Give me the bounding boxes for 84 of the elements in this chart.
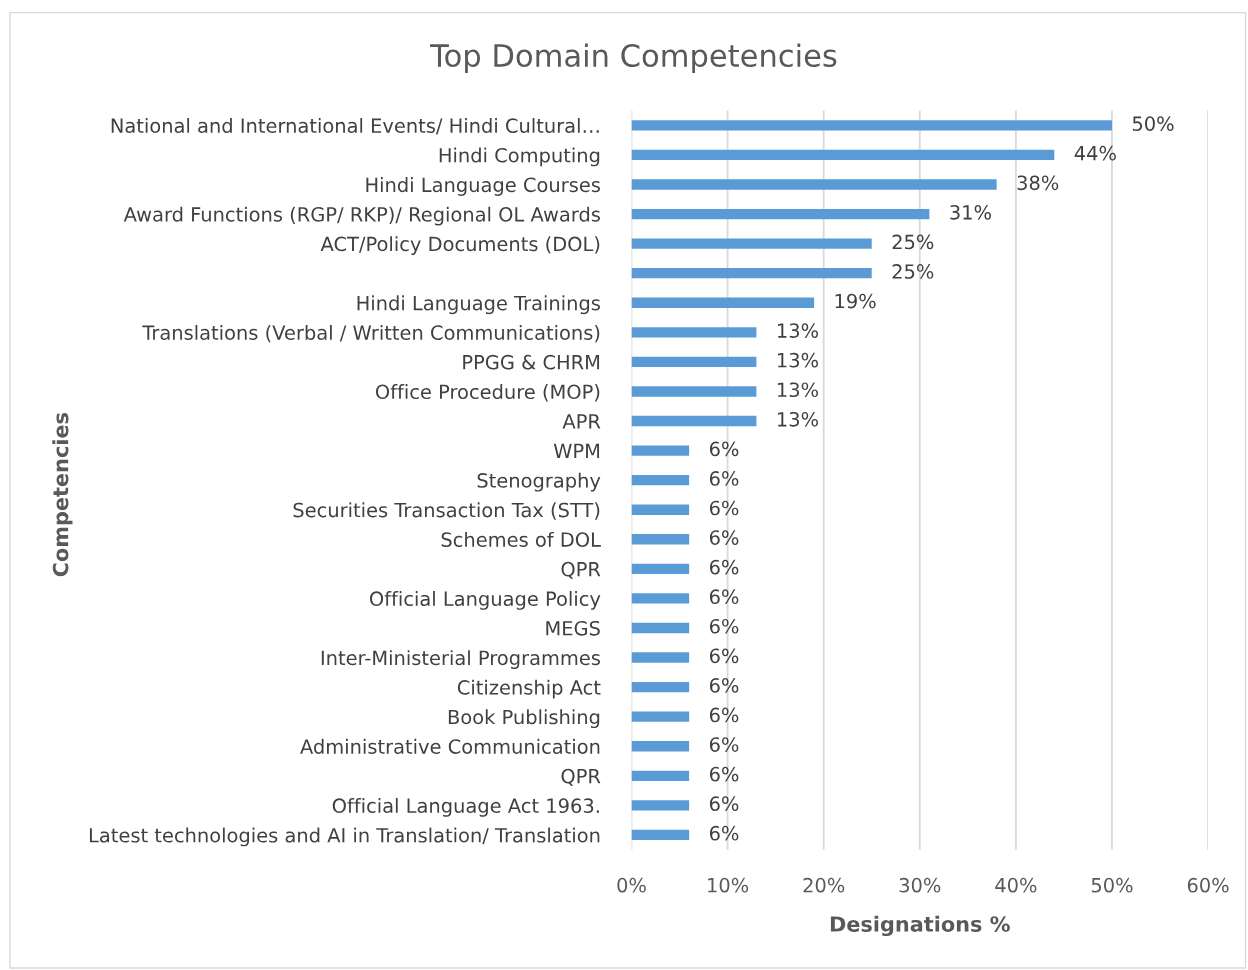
data-label: 6% [709,471,739,486]
data-label: 6% [709,441,739,457]
y-tick-label: Hindi Language Courses [366,177,600,196]
bar [631,208,930,220]
y-tick-label: Hindi Language Trainings [357,295,600,315]
data-label: 13% [777,411,818,427]
data-label: 50% [1132,116,1174,131]
bar [631,386,757,397]
bar [631,504,690,515]
bar [631,238,872,249]
bar [631,149,1055,161]
x-tick-label: 0% [617,877,646,893]
bar [631,681,690,693]
bar [631,741,690,752]
y-tick-label: Securities Transaction Tax (STT) [293,502,600,520]
y-tick-label: Office Procedure (MOP) [375,384,600,402]
bar [631,415,757,427]
data-label: 31% [950,204,991,220]
bar [631,268,872,279]
bar [631,622,690,634]
data-label: 6% [709,678,739,693]
bar [631,770,690,781]
y-tick-label: Stenography [477,472,601,492]
bar [631,829,690,841]
bar [631,474,690,486]
x-tick-label: 50% [1091,877,1133,893]
data-label: 6% [709,559,739,575]
y-tick-label: Official Language Policy [369,591,601,610]
data-label: 6% [709,589,739,605]
y-tick-label: WPM [553,443,600,458]
data-label: 13% [777,382,818,398]
data-label: 6% [709,737,739,752]
x-tick-label: 30% [899,877,941,893]
y-tick-label: National and International Events/ Hindi Cultural… [111,117,599,135]
y-tick-label: MEGS [546,620,600,636]
y-tick-label: QPR [561,768,601,786]
y-tick-label: Latest technologies and AI in Translation/ Translation [89,827,600,847]
y-tick-label: Award Functions (RGP/ RKP)/ Regional OL Awards [123,206,600,226]
x-tick-label: 60% [1187,877,1229,893]
bar [631,179,997,190]
data-label: 6% [709,618,739,634]
y-axis-title: Competencies [52,413,73,577]
data-label: 6% [709,766,739,782]
y-tick-label: Schemes of DOL [441,531,601,547]
data-label: 6% [709,796,739,812]
bar [631,711,690,722]
bar [631,120,1112,131]
data-label: 25% [892,264,934,279]
x-tick-label: 10% [708,877,749,893]
y-tick-label: PPGG & CHRM [463,354,600,370]
y-tick-label: Inter-Ministerial Programmes [321,650,600,669]
data-label: 13% [777,352,818,368]
data-label: 6% [709,825,739,841]
bar [631,563,690,575]
y-tick-label: APR [562,414,601,429]
bar [631,327,757,338]
data-label: 19% [835,293,876,309]
y-tick-label: Official Language Act 1963. [332,797,599,817]
x-tick-label: 20% [803,877,845,893]
data-label: 6% [709,648,739,664]
y-tick-label: Administrative Communication [300,738,600,754]
bar [631,445,690,456]
data-label: 13% [777,323,818,338]
x-tick-label: 40% [995,877,1037,893]
bar [631,356,757,368]
y-tick-label: Hindi Computing [439,147,600,167]
x-axis-title: Designations % [830,915,1010,937]
bar [631,800,690,811]
data-label: 6% [709,500,739,516]
chart-title: Top Domain Competencies [430,43,837,73]
data-label: 44% [1074,145,1116,161]
data-label: 6% [709,707,739,723]
data-label: 25% [892,234,934,250]
bar [631,593,690,604]
y-tick-label: Translations (Verbal / Written Communications) [142,324,600,343]
y-tick-label: QPR [561,561,601,579]
bar [631,652,690,663]
bar [631,534,690,545]
bar [631,297,815,308]
y-tick-label: Citizenship Act [457,679,601,699]
data-label: 6% [709,530,739,545]
y-tick-label: Book Publishing [448,709,600,729]
data-label: 38% [1017,175,1059,191]
y-tick-label: ACT/Policy Documents (DOL) [320,236,600,256]
